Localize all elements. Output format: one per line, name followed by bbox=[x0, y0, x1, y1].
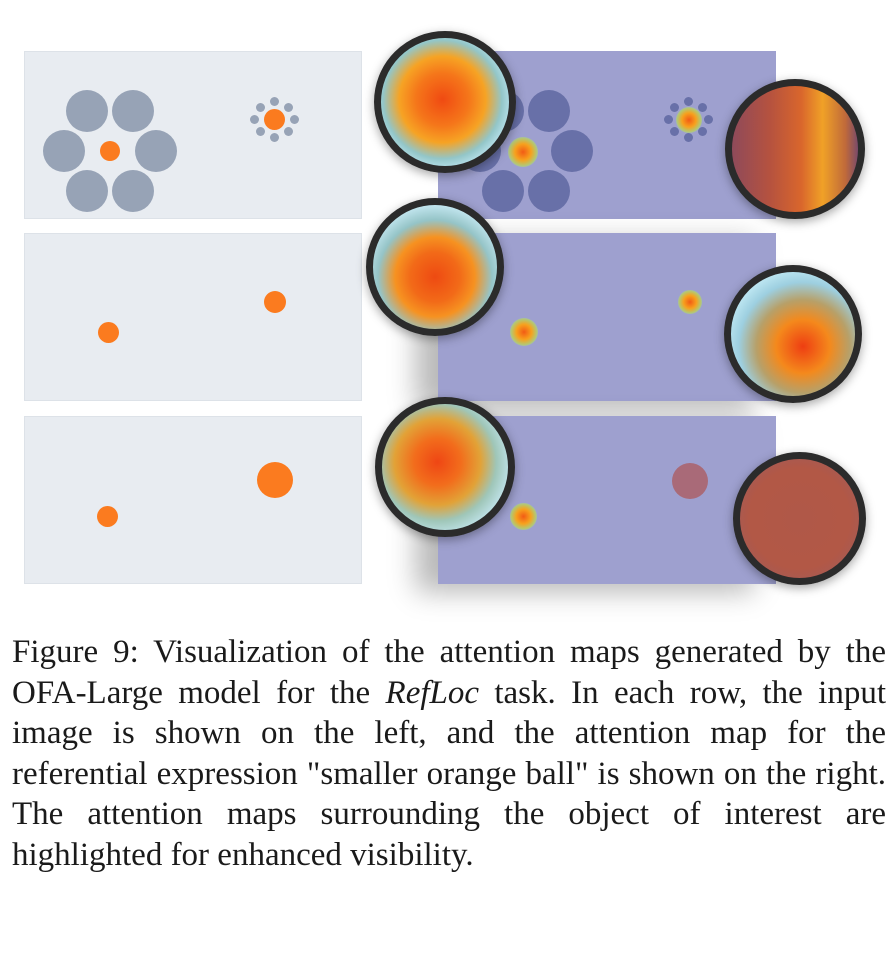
small-dot-overlay bbox=[698, 127, 707, 136]
input-image-row-3 bbox=[24, 416, 362, 584]
large-grey-circle bbox=[66, 170, 108, 212]
small-dot-overlay bbox=[698, 103, 707, 112]
small-orange-ball bbox=[100, 141, 120, 161]
large-circle-overlay bbox=[482, 170, 524, 212]
small-grey-dot bbox=[256, 103, 265, 112]
large-grey-circle bbox=[135, 130, 177, 172]
larger-orange-ball bbox=[264, 109, 285, 130]
figure-label: Figure 9: bbox=[12, 634, 139, 670]
large-grey-circle bbox=[66, 90, 108, 132]
zoom-lens-smaller-ball bbox=[366, 198, 504, 336]
zoom-lens-smaller-ball bbox=[374, 31, 516, 173]
small-dot-overlay bbox=[684, 133, 693, 142]
attention-hotspot bbox=[678, 290, 702, 314]
attention-hotspot bbox=[508, 137, 538, 167]
small-orange-ball bbox=[97, 506, 118, 527]
small-grey-dot bbox=[270, 97, 279, 106]
large-circle-overlay bbox=[528, 90, 570, 132]
attention-hotspot bbox=[676, 107, 702, 133]
larger-orange-ball bbox=[257, 462, 293, 498]
large-grey-circle bbox=[112, 90, 154, 132]
task-name: RefLoc bbox=[385, 674, 480, 711]
figure-caption: Figure 9: Visualization of the attention… bbox=[12, 632, 886, 875]
small-dot-overlay bbox=[664, 115, 673, 124]
input-image-row-2 bbox=[24, 233, 362, 401]
large-circle-overlay bbox=[528, 170, 570, 212]
zoom-lens-larger-ball bbox=[724, 265, 862, 403]
larger-orange-ball bbox=[264, 291, 286, 313]
small-grey-dot bbox=[270, 133, 279, 142]
small-dot-overlay bbox=[670, 127, 679, 136]
caption-text-end: task. In each row, the input image is sh… bbox=[12, 674, 886, 873]
caption-text-start: Visualization of the attention maps gene… bbox=[12, 634, 886, 711]
large-grey-circle bbox=[43, 130, 85, 172]
small-grey-dot bbox=[290, 115, 299, 124]
small-grey-dot bbox=[284, 103, 293, 112]
attention-hotspot bbox=[510, 318, 538, 346]
small-orange-ball bbox=[98, 322, 119, 343]
small-grey-dot bbox=[284, 127, 293, 136]
small-dot-overlay bbox=[684, 97, 693, 106]
attention-hotspot bbox=[510, 503, 537, 530]
large-grey-circle bbox=[112, 170, 154, 212]
zoom-lens-larger-ball bbox=[725, 79, 865, 219]
attention-figure bbox=[24, 31, 866, 585]
small-grey-dot bbox=[256, 127, 265, 136]
small-dot-overlay bbox=[704, 115, 713, 124]
zoom-lens-larger-ball bbox=[733, 452, 866, 585]
small-grey-dot bbox=[250, 115, 259, 124]
larger-ball-overlay bbox=[672, 463, 708, 499]
large-circle-overlay bbox=[551, 130, 593, 172]
input-image-row-1 bbox=[24, 51, 362, 219]
zoom-lens-smaller-ball bbox=[375, 397, 515, 537]
small-dot-overlay bbox=[670, 103, 679, 112]
